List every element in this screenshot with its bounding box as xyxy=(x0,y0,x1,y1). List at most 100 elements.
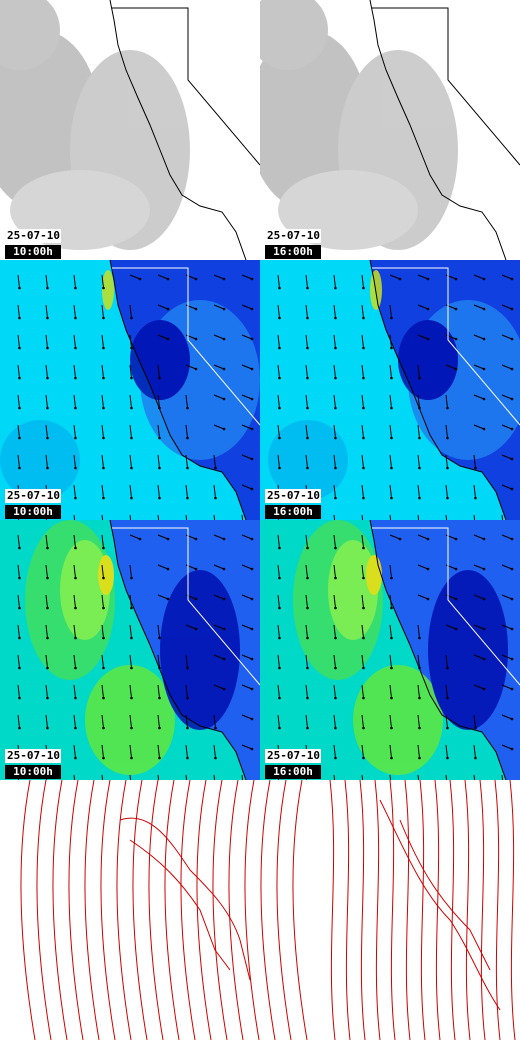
wind-arrow xyxy=(361,774,364,780)
wind-arrow xyxy=(241,714,253,720)
wind-head xyxy=(362,726,365,730)
wind-arrow xyxy=(389,684,392,699)
wind-head xyxy=(18,636,21,640)
wind-arrow xyxy=(361,394,364,409)
contour xyxy=(404,780,411,1040)
wind-arrow xyxy=(277,334,280,349)
wind-head xyxy=(46,696,49,700)
wind-arrow xyxy=(73,594,76,609)
wind-arrow xyxy=(473,564,485,570)
wind-head xyxy=(510,687,514,691)
wind-arrow xyxy=(185,364,197,370)
wind-arrow xyxy=(241,454,253,460)
map-panel: 25-07-10 16:00h xyxy=(260,520,520,780)
wind-head xyxy=(362,376,365,380)
wind-arrow xyxy=(17,654,20,669)
wind-arrow xyxy=(213,714,216,729)
wind-arrow xyxy=(185,744,188,759)
wind-head xyxy=(102,286,105,290)
wind-arrow xyxy=(417,364,420,379)
wind-arrow xyxy=(473,394,485,400)
wind-arrow xyxy=(17,334,20,349)
wind-arrow xyxy=(45,304,48,319)
wind-arrow xyxy=(45,274,48,289)
wind-head xyxy=(418,636,421,640)
wind-head xyxy=(194,307,198,311)
wind-head xyxy=(482,397,486,401)
wind-head xyxy=(278,606,281,610)
wind-arrow xyxy=(473,684,485,690)
wind-head xyxy=(18,546,21,550)
wind-head xyxy=(334,466,337,470)
wind-arrow xyxy=(101,454,104,469)
wind-head xyxy=(482,687,486,691)
contour xyxy=(292,780,308,1040)
coastline xyxy=(369,260,507,520)
wind-arrow xyxy=(445,654,448,669)
coastline xyxy=(109,260,247,520)
contour xyxy=(148,780,164,1040)
wind-head xyxy=(334,286,337,290)
wind-head xyxy=(138,537,142,541)
field-blob xyxy=(130,320,190,400)
contour xyxy=(276,780,292,1040)
wind-arrow xyxy=(333,274,336,289)
wind-arrow xyxy=(305,684,308,699)
field-blob xyxy=(366,555,382,595)
wind-arrow xyxy=(45,594,48,609)
wind-head xyxy=(334,636,337,640)
wind-arrow xyxy=(73,624,76,639)
wind-arrow xyxy=(277,274,280,289)
wind-arrow xyxy=(129,774,132,780)
wind-arrow xyxy=(389,624,392,639)
wind-head xyxy=(102,696,105,700)
wind-arrow xyxy=(129,714,132,729)
field xyxy=(0,270,260,500)
map xyxy=(0,0,260,260)
contour xyxy=(68,780,84,1040)
wind-arrow xyxy=(305,304,308,319)
wind-head xyxy=(250,747,254,751)
coastline xyxy=(109,0,247,260)
wind-head xyxy=(510,747,514,751)
wind-arrow xyxy=(277,684,280,699)
wind-arrow xyxy=(501,454,513,460)
wind-head xyxy=(130,576,133,580)
wind-arrow xyxy=(333,514,336,520)
wind-arrow xyxy=(305,564,308,579)
wind-arrow xyxy=(361,364,364,379)
wind-head xyxy=(130,466,133,470)
field-blob xyxy=(260,0,328,70)
wind-head xyxy=(334,666,337,670)
wind-head xyxy=(390,576,393,580)
wind-arrow xyxy=(241,364,253,370)
wind-arrow xyxy=(333,684,336,699)
wind-arrow xyxy=(185,514,188,520)
wind-head xyxy=(166,337,170,341)
wind-head xyxy=(390,316,393,320)
wind-head xyxy=(306,406,309,410)
wind-arrow xyxy=(473,624,485,630)
wind-head xyxy=(362,466,365,470)
wind-arrow xyxy=(157,594,169,600)
wind-head xyxy=(186,696,189,700)
wind-arrow xyxy=(17,454,20,469)
wind-arrow xyxy=(501,594,513,600)
wind-arrow xyxy=(73,334,76,349)
wind-head xyxy=(334,546,337,550)
wind-arrow xyxy=(333,654,336,669)
wind-head xyxy=(362,696,365,700)
wind-head xyxy=(102,606,105,610)
wind-arrow xyxy=(101,594,104,609)
wind-arrow xyxy=(157,424,160,439)
wind-head xyxy=(278,406,281,410)
wind-head xyxy=(186,756,189,760)
wind-arrow xyxy=(333,364,336,379)
wind-arrow xyxy=(185,684,188,699)
field-blob xyxy=(268,420,348,500)
wind-arrow xyxy=(241,484,253,490)
wind-head xyxy=(482,367,486,371)
wind-head xyxy=(278,726,281,730)
wind-head xyxy=(158,436,161,440)
wind-head xyxy=(166,537,170,541)
